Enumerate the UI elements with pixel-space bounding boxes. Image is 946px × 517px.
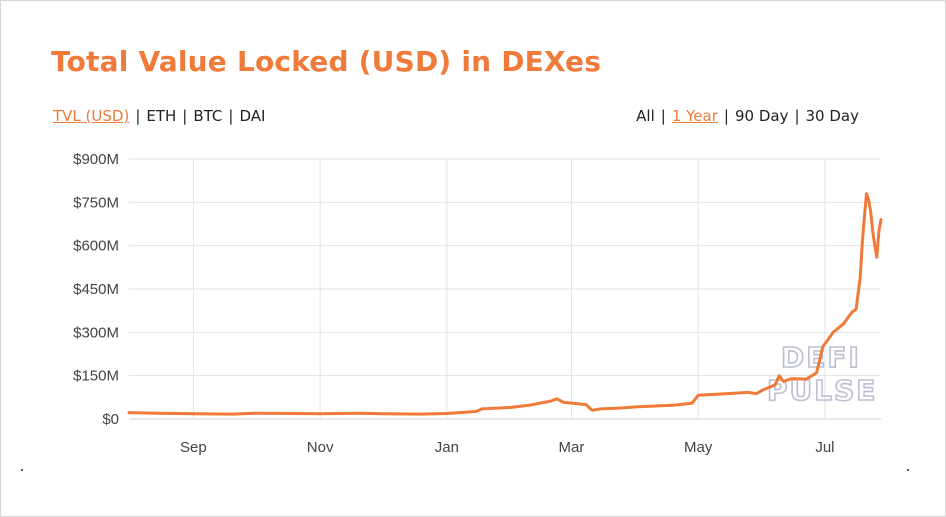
x-tick-label: May xyxy=(684,439,713,456)
option-1-year[interactable]: 1 Year xyxy=(671,107,718,125)
separator: | xyxy=(660,107,666,125)
y-axis-ticks: $0 $150M $300M $450M $600M $750M $900M xyxy=(73,151,119,428)
series-line-tvl xyxy=(127,192,883,416)
y-tick-label: $450M xyxy=(73,281,119,298)
x-tick-label: Nov xyxy=(307,439,334,456)
range-options: All | 1 Year | 90 Day | 30 Day xyxy=(636,107,859,125)
y-tick-label: $150M xyxy=(73,368,119,385)
option-eth[interactable]: ETH xyxy=(146,107,177,125)
watermark-line2: PULSE xyxy=(767,374,877,407)
x-tick-label: Jan xyxy=(435,439,459,456)
y-tick-label: $300M xyxy=(73,324,119,341)
corner-mark xyxy=(907,469,909,471)
option-all[interactable]: All xyxy=(636,107,655,125)
option-dai[interactable]: DAI xyxy=(239,107,266,125)
option-30-day[interactable]: 30 Day xyxy=(805,107,859,125)
y-tick-label: $900M xyxy=(73,151,119,168)
y-tick-label: $750M xyxy=(73,194,119,211)
separator: | xyxy=(135,107,141,125)
separator: | xyxy=(794,107,800,125)
option-btc[interactable]: BTC xyxy=(193,107,223,125)
separator: | xyxy=(182,107,188,125)
corner-mark xyxy=(21,469,23,471)
y-tick-label: $0 xyxy=(102,411,119,428)
x-tick-label: Sep xyxy=(180,439,207,456)
x-tick-label: Jul xyxy=(815,439,834,456)
chart-title: Total Value Locked (USD) in DEXes xyxy=(51,45,602,78)
currency-options: TVL (USD) | ETH | BTC | DAI xyxy=(53,107,265,125)
option-tvl-usd[interactable]: TVL (USD) xyxy=(53,107,130,125)
separator: | xyxy=(723,107,729,125)
separator: | xyxy=(228,107,234,125)
y-tick-label: $600M xyxy=(73,238,119,255)
option-90-day[interactable]: 90 Day xyxy=(734,107,789,125)
x-axis-ticks: Sep Nov Jan Mar May Jul xyxy=(180,439,834,456)
grid-lines xyxy=(129,158,881,420)
x-tick-label: Mar xyxy=(559,439,585,456)
